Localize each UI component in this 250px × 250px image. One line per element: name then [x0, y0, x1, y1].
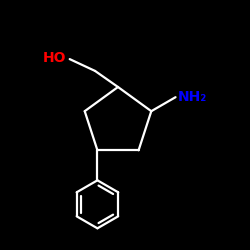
Text: HO: HO	[43, 51, 67, 65]
Text: NH₂: NH₂	[178, 90, 207, 104]
